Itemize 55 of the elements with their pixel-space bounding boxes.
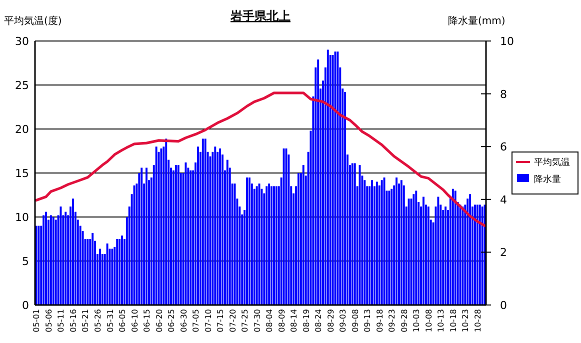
x-tick-label: 10-13 [436,309,446,332]
x-tick-label: 05-16 [68,309,78,332]
x-tick-label: 07-05 [192,309,201,332]
x-tick-label: 07-30 [252,309,262,332]
x-tick-label: 09-28 [400,309,409,332]
y2-tick-label: 8 [500,88,507,101]
y-tick-label: 5 [22,255,29,268]
y-tick-label: 20 [15,123,29,136]
x-tick-label: 09-13 [363,309,372,332]
x-tick-label: 05-01 [32,309,42,332]
x-tick-label: 10-28 [473,309,482,332]
x-tick-label: 08-14 [290,309,299,332]
x-tick-label: 08-29 [326,309,336,332]
x-tick-label: 06-25 [167,309,176,332]
x-tick-label: 10-08 [424,309,434,332]
y2-tick-label: 4 [500,193,507,206]
y-tick-label: 0 [22,299,29,312]
x-tick-label: 05-26 [94,309,103,332]
y2-tick-label: 2 [500,246,507,260]
x-tick-label: 09-18 [375,309,384,332]
y2-tick-label: 0 [500,299,507,312]
x-tick-label: 08-09 [277,309,286,332]
chart-title: 岩手県北上 [230,9,290,23]
x-tick-label: 09-03 [338,309,348,332]
y2-axis-title: 降水量(mm) [448,15,506,27]
y2-tick-label: 10 [500,35,514,48]
x-tick-label: 08-19 [302,309,311,332]
x-tick-label: 06-10 [130,309,140,332]
x-tick-label: 08-24 [314,309,324,332]
x-tick-label: 09-23 [388,309,397,332]
x-tick-label: 06-15 [142,309,152,332]
y-tick-label: 25 [15,79,29,92]
x-tick-label: 07-25 [240,309,250,332]
x-tick-label: 07-10 [204,309,213,332]
x-tick-label: 07-20 [228,309,238,332]
x-tick-label: 05-21 [81,309,90,332]
y2-tick-label: 6 [500,140,507,154]
x-tick-label: 06-20 [154,309,164,332]
x-tick-label: 05-11 [56,309,66,332]
x-tick-label: 07-15 [216,309,226,332]
x-tick-label: 05-06 [44,309,54,332]
y-axis-title: 平均気温(度) [4,15,62,27]
y-tick-label: 10 [15,211,29,224]
x-tick-label: 06-05 [118,309,128,332]
y-tick-label: 15 [15,167,29,180]
x-tick-label: 10-03 [412,309,422,332]
x-tick-label: 09-08 [350,309,360,332]
x-tick-label: 08-04 [265,309,274,332]
y-tick-label: 30 [15,35,29,48]
legend-label: 平均気温 [534,157,570,168]
legend-label: 降水量 [534,174,561,185]
x-tick-label: 06-30 [179,309,188,332]
x-tick-label: 10-18 [448,309,458,332]
x-tick-label: 10-23 [461,309,470,332]
x-tick-label: 05-31 [106,309,115,332]
